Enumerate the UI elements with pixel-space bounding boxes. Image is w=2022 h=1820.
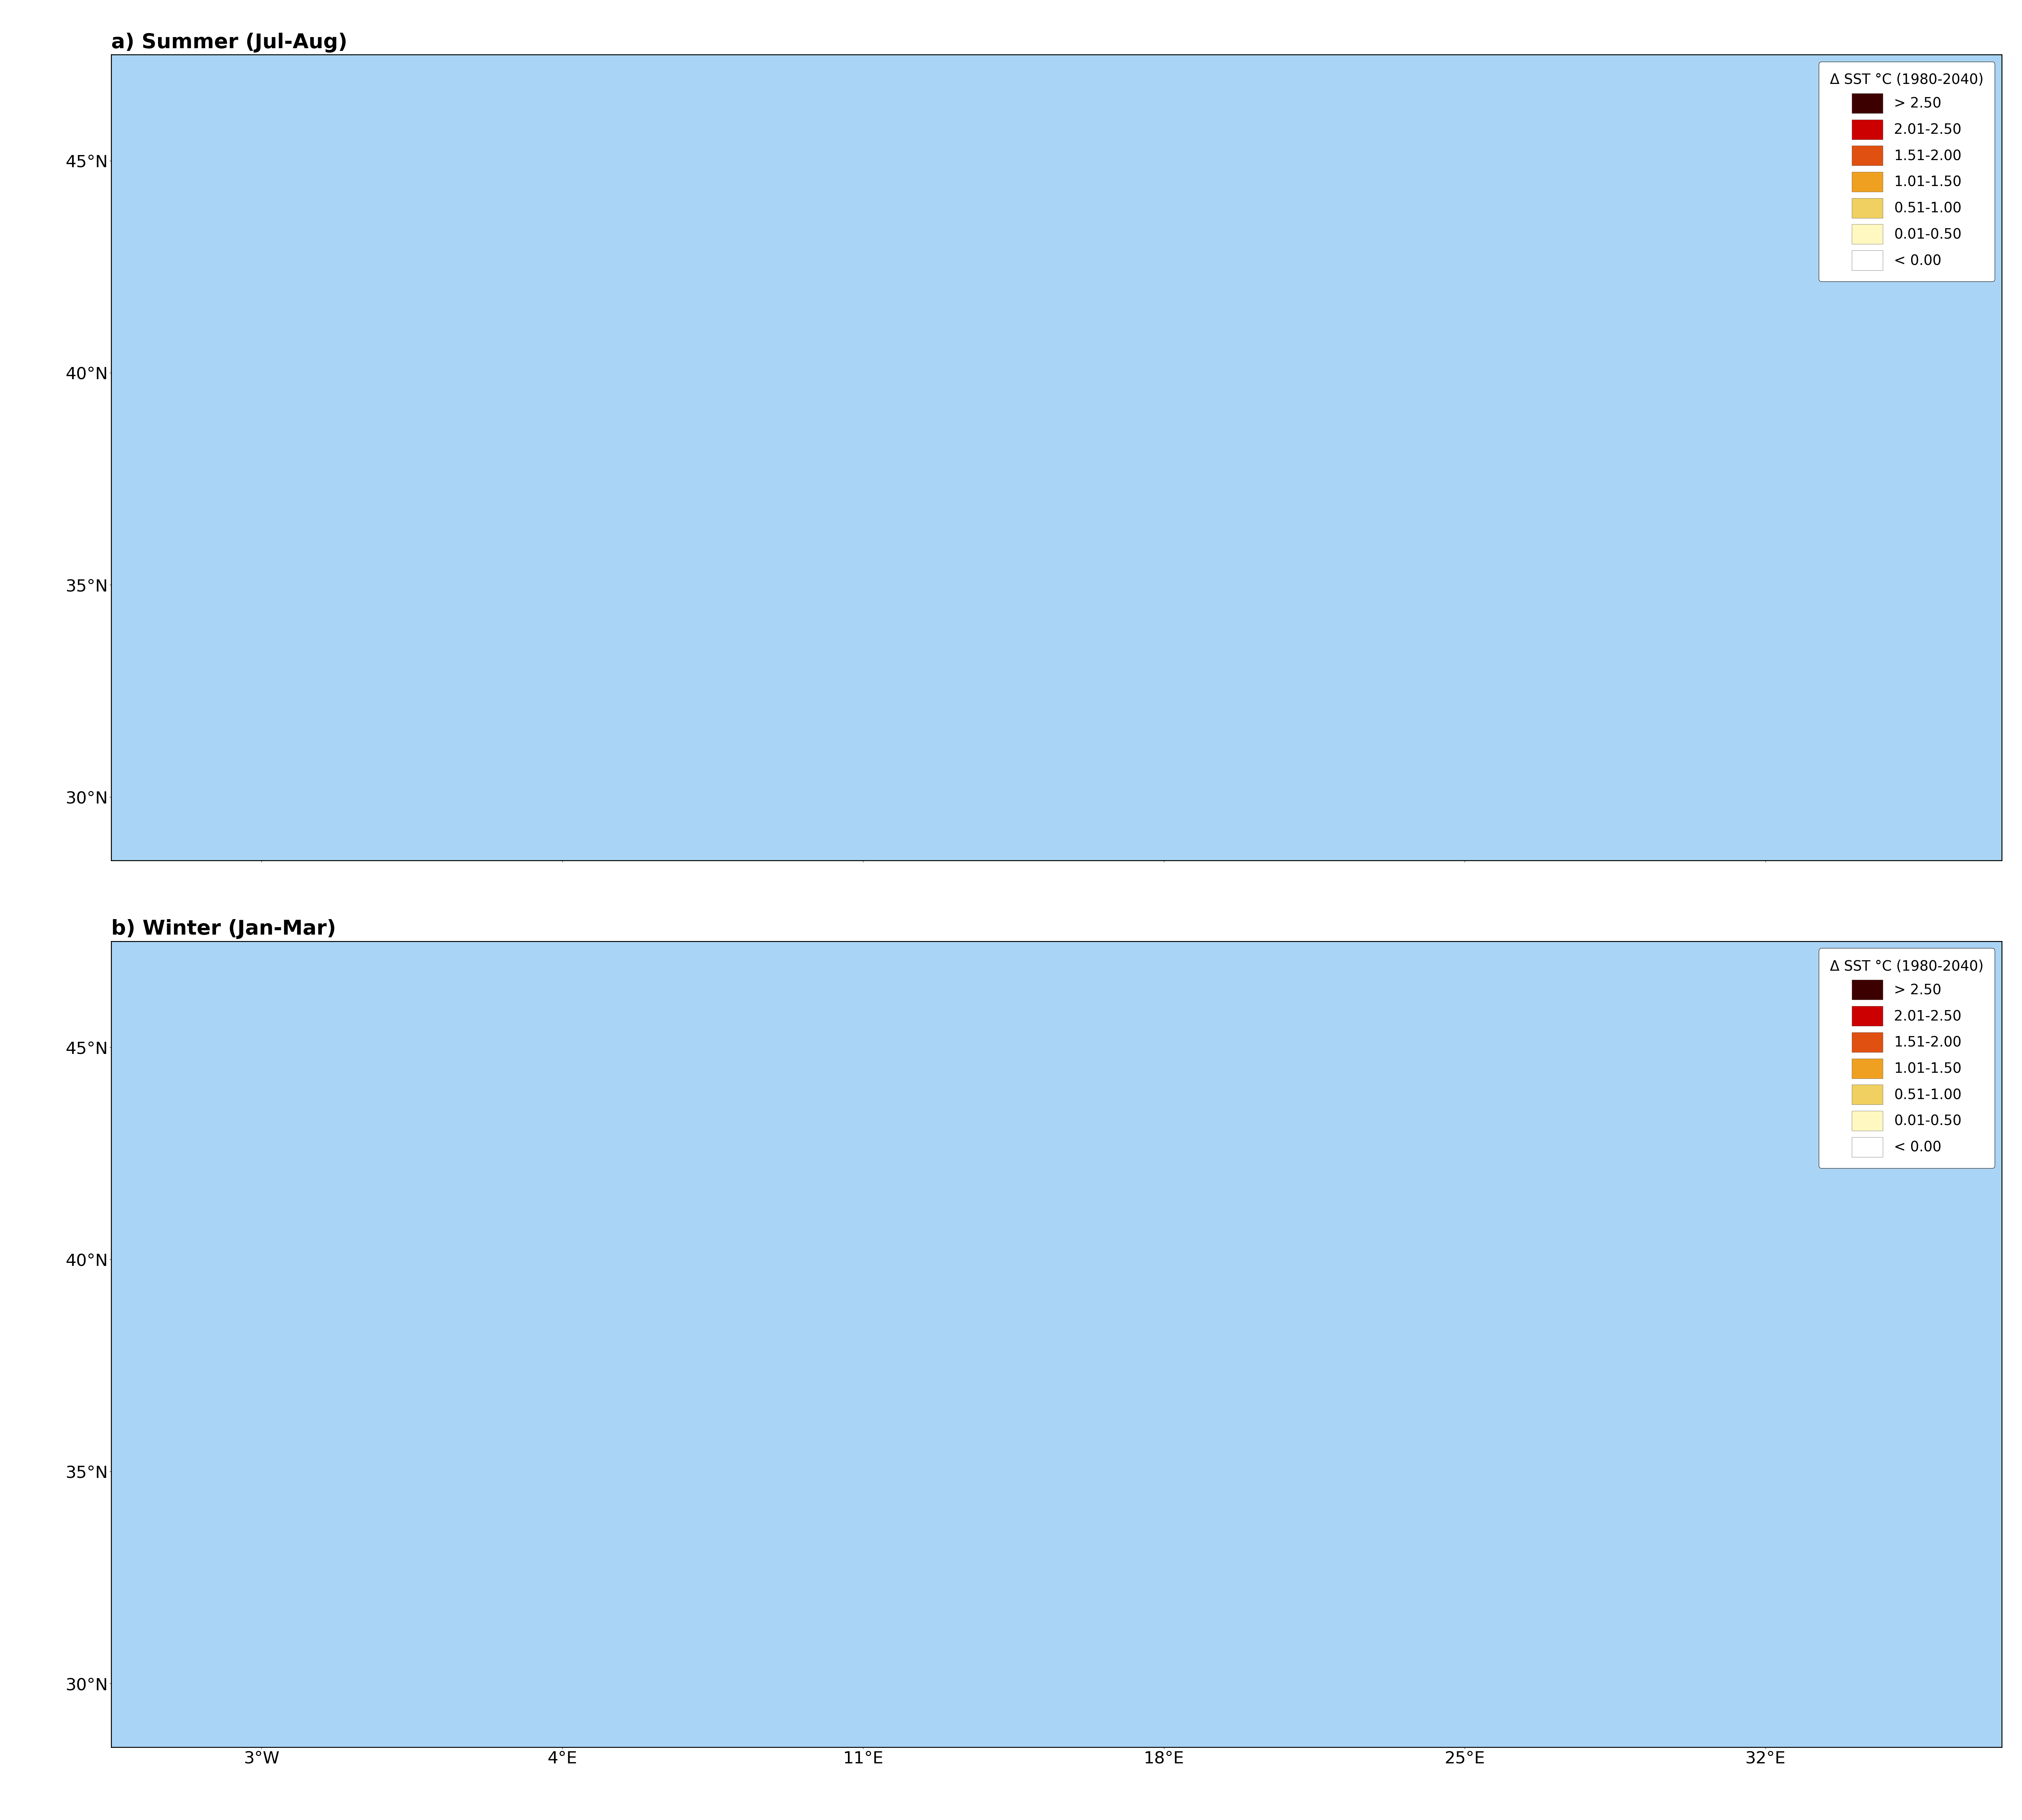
Legend: > 2.50, 2.01-2.50, 1.51-2.00, 1.01-1.50, 0.51-1.00, 0.01-0.50, < 0.00: > 2.50, 2.01-2.50, 1.51-2.00, 1.01-1.50,… — [1818, 62, 1996, 282]
Text: b) Winter (Jan-Mar): b) Winter (Jan-Mar) — [111, 919, 336, 939]
Legend: > 2.50, 2.01-2.50, 1.51-2.00, 1.01-1.50, 0.51-1.00, 0.01-0.50, < 0.00: > 2.50, 2.01-2.50, 1.51-2.00, 1.01-1.50,… — [1818, 948, 1996, 1168]
Text: a) Summer (Jul-Aug): a) Summer (Jul-Aug) — [111, 33, 348, 53]
